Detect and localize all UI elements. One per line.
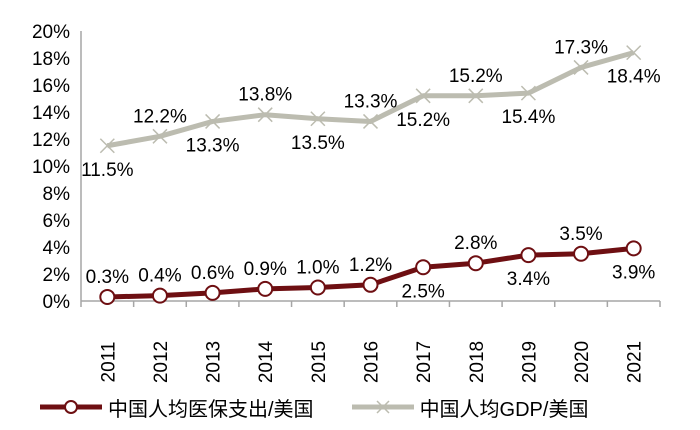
- circle-marker-icon: [520, 247, 537, 264]
- x-marker-icon: [520, 85, 536, 101]
- x-tick-label: 2015: [309, 341, 330, 383]
- circle-marker-icon: [362, 276, 379, 293]
- series-layer: [99, 45, 642, 305]
- y-tick-label: 18%: [32, 49, 70, 70]
- data-label: 1.0%: [296, 258, 339, 279]
- x-tick-label: 2012: [151, 341, 172, 383]
- x-marker-icon: [310, 111, 326, 127]
- y-tick-label: 2%: [43, 265, 71, 286]
- x-tick-label: 2018: [467, 341, 488, 383]
- x-marker-icon: [362, 113, 379, 129]
- x-tick-label: 2017: [414, 341, 435, 383]
- circle-marker-icon: [573, 245, 590, 262]
- data-label: 15.4%: [501, 107, 555, 128]
- x-marker-icon: [99, 138, 115, 154]
- y-tick-label: 0%: [43, 292, 71, 313]
- data-label: 11.5%: [81, 160, 134, 181]
- x-axis: 2011 2012 2013 2014 2015 2016 2017 2018 2019 2020…: [80, 300, 661, 383]
- data-label: 12.2%: [133, 106, 187, 127]
- y-axis: 0% 2% 4% 6% 8% 10% 12% 14% 16% 18% 20%: [32, 22, 82, 313]
- line-chart: 0%2%4%6%8%10%12%14%16%18%20% 2011 2012 201…: [32, 22, 661, 383]
- data-label: 0.3%: [86, 267, 129, 288]
- data-label: 13.8%: [238, 85, 292, 106]
- y-tick-label: 6%: [43, 211, 71, 232]
- data-label: 15.2%: [396, 110, 450, 131]
- legend-label: 中国人均GDP/美国: [419, 398, 589, 421]
- x-marker-icon: [573, 59, 589, 75]
- x-tick-label: 2019: [519, 341, 540, 383]
- data-label: 2.5%: [401, 281, 444, 302]
- data-label: 13.5%: [291, 133, 345, 154]
- x-marker-icon: [415, 88, 431, 104]
- data-label: 13.3%: [344, 91, 398, 112]
- data-label: 1.2%: [349, 255, 392, 276]
- circle-marker-icon: [257, 280, 274, 297]
- legend-item-gdp[interactable]: 中国人均GDP/美国: [351, 393, 589, 422]
- data-label: 2.8%: [454, 233, 497, 254]
- y-tick-label: 12%: [32, 130, 70, 151]
- data-label: 13.3%: [186, 135, 240, 156]
- x-tick-label: 2014: [256, 340, 277, 383]
- x-tick-label: 2016: [362, 341, 383, 383]
- data-label: 0.6%: [191, 263, 234, 284]
- circle-marker-icon: [40, 400, 102, 414]
- circle-marker-icon: [99, 288, 116, 305]
- circle-marker-icon: [625, 240, 642, 257]
- data-label: 0.4%: [138, 266, 181, 287]
- data-label: 17.3%: [554, 37, 608, 58]
- circle-marker-icon: [151, 287, 168, 304]
- data-label: 0.9%: [244, 259, 287, 280]
- y-tick-label: 10%: [32, 157, 70, 178]
- x-tick-label: 2013: [204, 341, 225, 383]
- x-marker-icon: [205, 113, 221, 129]
- data-label: 3.9%: [612, 262, 655, 283]
- x-marker-icon: [626, 45, 642, 61]
- x-marker-icon: [351, 400, 414, 414]
- circle-marker-icon: [204, 284, 221, 301]
- legend-item-medical-spending[interactable]: 中国人均医保支出/美国: [40, 393, 314, 422]
- data-label: 3.5%: [559, 224, 602, 245]
- x-tick-label: 2020: [572, 341, 593, 383]
- x-tick-label: 2021: [625, 341, 646, 383]
- circle-marker-icon: [415, 259, 432, 276]
- legend: 中国人均医保支出/美国 中国人均GDP/美国: [40, 392, 626, 422]
- circle-marker-icon: [467, 255, 484, 272]
- y-tick-label: 14%: [32, 103, 70, 124]
- data-label: 18.4%: [607, 67, 661, 88]
- y-tick-label: 20%: [32, 22, 70, 43]
- y-tick-label: 16%: [32, 76, 70, 97]
- legend-label: 中国人均医保支出/美国: [108, 398, 314, 421]
- circle-marker-icon: [309, 279, 326, 296]
- y-tick-label: 8%: [43, 184, 71, 205]
- x-marker-icon: [152, 128, 168, 144]
- data-labels: 11.5%12.2%13.3%13.8%13.5%13.3%15.2%15.2%…: [81, 37, 661, 302]
- x-tick-label: 2011: [98, 342, 119, 383]
- y-tick-label: 4%: [43, 238, 71, 259]
- x-marker-icon: [468, 88, 484, 104]
- x-marker-icon: [257, 107, 273, 123]
- data-label: 15.2%: [449, 66, 503, 87]
- data-label: 3.4%: [507, 269, 550, 290]
